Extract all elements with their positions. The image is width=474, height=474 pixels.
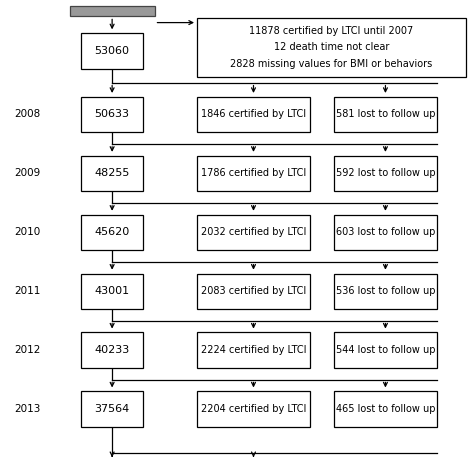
Text: 2011: 2011 [14,286,40,296]
FancyBboxPatch shape [82,332,143,368]
FancyBboxPatch shape [70,6,155,17]
Text: 2224 certified by LTCI: 2224 certified by LTCI [201,345,306,355]
FancyBboxPatch shape [334,215,438,250]
FancyBboxPatch shape [197,332,310,368]
FancyBboxPatch shape [334,156,438,191]
Text: 1786 certified by LTCI: 1786 certified by LTCI [201,168,306,178]
FancyBboxPatch shape [197,18,465,77]
Text: 2010: 2010 [14,228,40,237]
FancyBboxPatch shape [197,156,310,191]
FancyBboxPatch shape [82,33,143,69]
Text: 465 lost to follow up: 465 lost to follow up [336,404,435,414]
Text: 37564: 37564 [94,404,130,414]
Text: 592 lost to follow up: 592 lost to follow up [336,168,435,178]
Text: 11878 certified by LTCI until 2007
12 death time not clear
2828 missing values f: 11878 certified by LTCI until 2007 12 de… [230,26,432,69]
FancyBboxPatch shape [334,332,438,368]
Text: 2012: 2012 [14,345,40,355]
Text: 2032 certified by LTCI: 2032 certified by LTCI [201,228,306,237]
FancyBboxPatch shape [334,392,438,427]
FancyBboxPatch shape [334,273,438,309]
Text: 45620: 45620 [94,228,130,237]
FancyBboxPatch shape [197,273,310,309]
FancyBboxPatch shape [334,97,438,132]
Text: 43001: 43001 [95,286,130,296]
FancyBboxPatch shape [197,97,310,132]
Text: 2204 certified by LTCI: 2204 certified by LTCI [201,404,306,414]
Text: 2013: 2013 [14,404,40,414]
FancyBboxPatch shape [197,392,310,427]
FancyBboxPatch shape [82,273,143,309]
Text: 544 lost to follow up: 544 lost to follow up [336,345,435,355]
Text: 53060: 53060 [95,46,129,56]
FancyBboxPatch shape [197,215,310,250]
FancyBboxPatch shape [82,392,143,427]
FancyBboxPatch shape [82,156,143,191]
Text: 2009: 2009 [14,168,40,178]
FancyBboxPatch shape [82,97,143,132]
Text: 48255: 48255 [94,168,130,178]
Text: 40233: 40233 [94,345,130,355]
Text: 603 lost to follow up: 603 lost to follow up [336,228,435,237]
Text: 581 lost to follow up: 581 lost to follow up [336,109,435,119]
Text: 50633: 50633 [95,109,129,119]
Text: 536 lost to follow up: 536 lost to follow up [336,286,435,296]
FancyBboxPatch shape [82,215,143,250]
Text: 2008: 2008 [14,109,40,119]
Text: 2083 certified by LTCI: 2083 certified by LTCI [201,286,306,296]
Text: 1846 certified by LTCI: 1846 certified by LTCI [201,109,306,119]
